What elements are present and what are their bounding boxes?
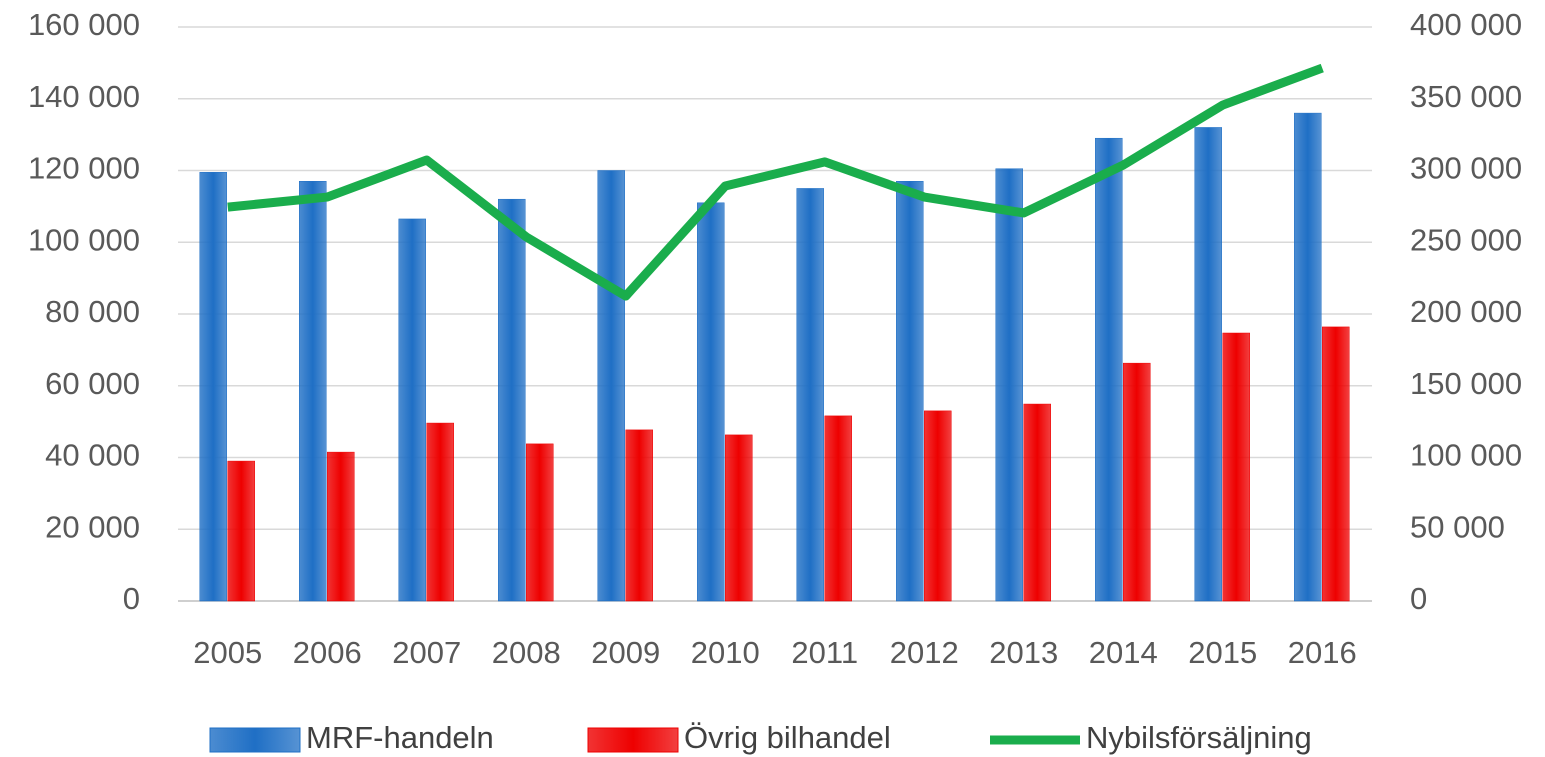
y2-tick-label: 150 000	[1410, 366, 1522, 401]
bar	[526, 443, 554, 602]
bar	[924, 410, 952, 602]
y2-tick-label: 350 000	[1410, 79, 1522, 114]
x-tick-label: 2008	[492, 635, 561, 670]
bar	[299, 181, 327, 602]
line	[227, 63, 1324, 301]
x-tick-label: 2010	[691, 635, 760, 670]
bar	[725, 434, 753, 602]
bar	[1322, 326, 1350, 602]
bar	[1023, 403, 1051, 602]
x-tick-label: 2012	[890, 635, 959, 670]
bar	[199, 172, 227, 602]
bar	[625, 429, 653, 602]
bar	[227, 460, 255, 602]
bar	[1123, 362, 1151, 602]
legend-swatch	[209, 727, 301, 753]
y2-tick-label: 300 000	[1410, 151, 1522, 186]
x-tick-label: 2015	[1188, 635, 1257, 670]
y-tick-label: 100 000	[28, 222, 140, 257]
legend-label: MRF-handeln	[306, 720, 494, 755]
y2-tick-label: 50 000	[1410, 509, 1505, 544]
x-tick-label: 2013	[989, 635, 1058, 670]
bar	[796, 188, 824, 602]
y2-tick-label: 400 000	[1410, 7, 1522, 42]
bar	[1194, 127, 1222, 602]
bar	[327, 451, 355, 602]
bar	[896, 181, 924, 602]
y2-tick-label: 250 000	[1410, 222, 1522, 257]
y2-tick-label: 0	[1410, 581, 1427, 616]
x-tick-label: 2016	[1288, 635, 1357, 670]
y-tick-label: 140 000	[28, 79, 140, 114]
y-tick-label: 40 000	[45, 438, 140, 473]
y-tick-label: 60 000	[45, 366, 140, 401]
bar	[697, 202, 725, 602]
x-tick-label: 2014	[1089, 635, 1158, 670]
y-tick-label: 120 000	[28, 151, 140, 186]
bar	[597, 170, 625, 602]
legend-label: Övrig bilhandel	[684, 720, 891, 755]
y-tick-label: 80 000	[45, 294, 140, 329]
bar	[995, 168, 1023, 602]
legend: MRF-handeln Övrig bilhandel Nybilsförsäljn…	[209, 720, 1312, 755]
y-tick-label: 0	[123, 581, 140, 616]
x-tick-label: 2006	[293, 635, 362, 670]
bar	[1294, 112, 1322, 602]
bar	[398, 218, 426, 602]
y2-tick-label: 100 000	[1410, 438, 1522, 473]
bar	[824, 415, 852, 602]
y-tick-label: 20 000	[45, 509, 140, 544]
y2-tick-label: 200 000	[1410, 294, 1522, 329]
bar	[1095, 137, 1123, 602]
bar	[1222, 332, 1250, 602]
x-tick-label: 2007	[392, 635, 461, 670]
bar	[426, 422, 454, 602]
legend-label: Nybilsförsäljning	[1086, 720, 1312, 755]
bar	[498, 198, 526, 602]
x-tick-label: 2009	[591, 635, 660, 670]
x-tick-label: 2005	[193, 635, 262, 670]
legend-swatch	[587, 727, 679, 753]
x-tick-label: 2011	[791, 635, 858, 670]
y-tick-label: 160 000	[28, 7, 140, 42]
